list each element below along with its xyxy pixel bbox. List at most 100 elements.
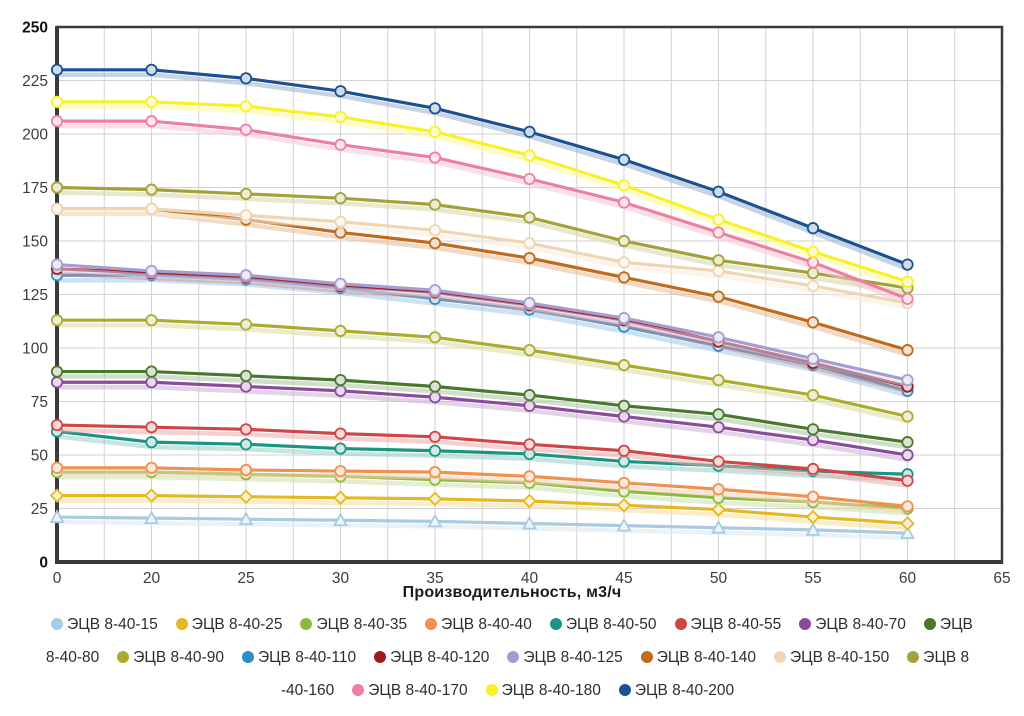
data-point-marker: [145, 63, 158, 76]
data-point-marker: [901, 258, 914, 271]
data-point-marker: [616, 517, 632, 532]
data-point-marker: [617, 153, 631, 166]
data-point-marker: [50, 365, 64, 378]
data-point-marker: [239, 123, 253, 136]
data-point-marker: [712, 185, 725, 198]
legend-item-label: ЭЦВ 8-40-120: [390, 649, 490, 666]
legend-item: ЭЦВ 8-40-125: [507, 641, 623, 674]
legend-swatch-icon: [352, 684, 365, 696]
data-point-marker: [806, 222, 820, 235]
legend-swatch-icon: [241, 651, 254, 663]
x-tick-label: 45: [615, 570, 632, 587]
legend-swatch-icon: [618, 684, 631, 696]
legend-swatch-icon: [674, 618, 687, 630]
data-point-marker: [334, 464, 347, 478]
data-point-marker: [523, 438, 536, 451]
data-point-marker: [50, 418, 64, 432]
data-point-marker: [712, 408, 725, 421]
legend-item: ЭЦВ 8-40-70: [799, 608, 906, 641]
data-point-marker: [617, 476, 631, 489]
data-point-marker: [712, 213, 725, 226]
data-point-marker: [712, 290, 725, 303]
legend-item-label: ЭЦВ 8-40-70: [815, 616, 906, 633]
data-point-marker: [617, 179, 631, 192]
legend-item-label: ЭЦВ 8-40-170: [368, 682, 468, 699]
data-point-marker: [145, 436, 158, 449]
data-point-marker: [427, 513, 443, 528]
legend-swatch-icon: [425, 618, 438, 630]
chart-canvas: 0 25 50 75 100 125 150 175 200 225 250 0 20 25 30 35 40 4…: [22, 20, 1011, 588]
data-point-marker: [712, 254, 725, 267]
data-point-marker: [617, 444, 631, 457]
data-point-marker: [523, 344, 536, 357]
legend-item: 8-40-80: [46, 641, 99, 674]
x-tick-label: 20: [143, 570, 161, 587]
data-point-marker: [143, 510, 160, 525]
data-point-marker: [428, 102, 442, 115]
legend-item: ЭЦВ 8-40-15: [51, 608, 158, 641]
data-point-marker: [428, 331, 442, 344]
series-ЭЦВ 8-40-150: [50, 202, 914, 311]
data-point-marker: [901, 436, 914, 449]
data-point-marker: [806, 423, 820, 436]
x-tick-label: 65: [993, 570, 1010, 587]
legend-item: ЭЦВ: [923, 608, 973, 641]
legend-row: -40-160 ЭЦВ 8-40-170 ЭЦВ 8-40-180 ЭЦВ 8-40-…: [7, 674, 1017, 707]
data-point-marker: [145, 314, 158, 327]
data-point-marker: [901, 292, 914, 305]
data-point-marker: [145, 461, 158, 474]
data-point-marker: [145, 183, 158, 196]
legend-item: ЭЦВ 8: [907, 641, 969, 674]
legend-swatch-icon: [549, 618, 562, 630]
data-point-marker: [50, 95, 64, 109]
legend-swatch-icon: [485, 684, 498, 696]
data-point-marker: [805, 509, 821, 525]
legend-item: ЭЦВ 8-40-50: [549, 608, 657, 641]
legend-item-label: ЭЦВ 8-40-140: [656, 649, 756, 666]
legend-item: ЭЦВ 8-40-110: [241, 641, 356, 674]
data-point-marker: [333, 490, 348, 506]
data-point-marker: [239, 463, 253, 477]
y-tick-label: 75: [31, 394, 48, 411]
data-point-marker: [806, 352, 820, 365]
legend-row: 8-40-80 ЭЦВ 8-40-90 ЭЦВ 8-40-110 ЭЦВ 8-40-1…: [7, 641, 1017, 674]
data-point-marker: [239, 100, 253, 113]
data-point-marker: [617, 399, 631, 412]
data-point-marker: [50, 181, 64, 194]
y-tick-label: 225: [22, 73, 48, 90]
data-point-marker: [239, 72, 253, 85]
legend-item: ЭЦВ 8-40-120: [374, 641, 489, 674]
data-point-marker: [334, 373, 347, 387]
data-point-marker: [712, 421, 725, 434]
legend-item-label: ЭЦВ 8-40-55: [690, 616, 782, 633]
series-ЭЦВ 8-40-40: [50, 461, 914, 514]
y-tick-label: 100: [22, 341, 48, 358]
data-point-marker: [239, 187, 253, 201]
data-point-marker: [521, 515, 538, 530]
legend-item: ЭЦВ 8-40-40: [425, 608, 532, 641]
data-point-marker: [712, 331, 725, 344]
y-tick-label: 125: [22, 287, 48, 304]
legend-item-label: ЭЦВ 8-40-15: [67, 616, 158, 633]
legend-item: ЭЦВ 8-40-200: [618, 674, 734, 707]
data-point-marker: [428, 466, 442, 479]
y-tick-label: 175: [22, 180, 48, 197]
x-tick-label: 25: [237, 570, 254, 587]
data-point-marker: [144, 488, 159, 503]
series-ЭЦВ 8-40-170: [50, 115, 914, 306]
series-ЭЦВ 8-40-125: [50, 258, 914, 388]
data-point-marker: [617, 271, 631, 284]
data-point-marker: [710, 519, 727, 534]
legend-item-label: ЭЦВ 8-40-25: [191, 616, 283, 633]
data-point-marker: [806, 245, 820, 258]
series-ЭЦВ 8-40-80: [50, 365, 914, 450]
data-point-marker: [428, 380, 442, 393]
data-point-marker: [334, 192, 347, 205]
data-point-marker: [334, 324, 347, 337]
series-ЭЦВ 8-40-15: [49, 509, 916, 541]
legend-item-label: ЭЦВ 8-40-125: [523, 649, 623, 666]
data-point-marker: [523, 211, 536, 224]
data-point-marker: [617, 234, 631, 248]
data-point-marker: [523, 296, 536, 310]
